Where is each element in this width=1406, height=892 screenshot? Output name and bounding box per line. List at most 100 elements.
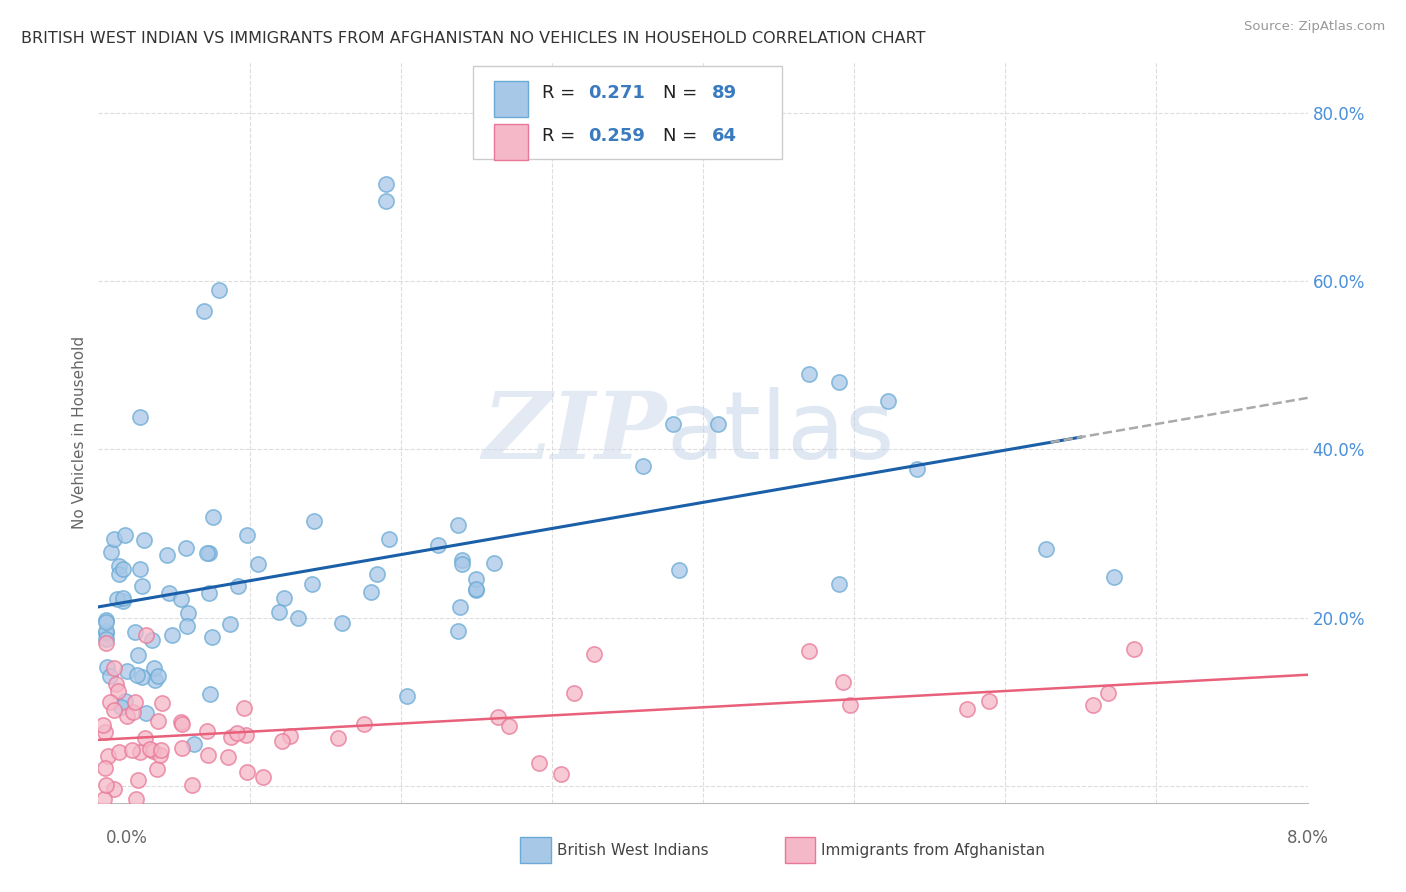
Point xyxy=(208,283,231,297)
Point xyxy=(449,599,471,614)
Point xyxy=(631,459,654,474)
Point xyxy=(450,557,472,571)
Point xyxy=(111,594,134,608)
Point xyxy=(828,375,851,389)
Point xyxy=(114,694,136,708)
Point xyxy=(112,591,135,605)
Point xyxy=(174,541,197,555)
Point xyxy=(1097,686,1119,700)
Point xyxy=(156,548,179,562)
Point xyxy=(201,510,224,524)
Point xyxy=(127,648,149,662)
FancyBboxPatch shape xyxy=(494,81,527,117)
Point xyxy=(232,700,254,714)
Text: Source: ZipAtlas.com: Source: ZipAtlas.com xyxy=(1244,20,1385,33)
Point xyxy=(142,743,165,757)
Point xyxy=(353,717,375,731)
Point xyxy=(221,731,243,745)
Text: 8.0%: 8.0% xyxy=(1286,829,1329,847)
Point xyxy=(235,765,257,780)
Point xyxy=(426,538,449,552)
Point xyxy=(127,772,149,787)
Point xyxy=(252,770,274,784)
Point xyxy=(103,661,125,675)
Point xyxy=(125,667,148,681)
Point xyxy=(200,630,222,644)
Point xyxy=(360,584,382,599)
Point xyxy=(108,745,131,759)
Point xyxy=(135,628,157,642)
FancyBboxPatch shape xyxy=(494,124,527,160)
Point xyxy=(374,194,396,209)
Point xyxy=(831,674,853,689)
Point xyxy=(157,586,180,600)
Point xyxy=(195,546,218,560)
Point xyxy=(550,767,572,781)
Point xyxy=(905,462,928,476)
Bar xyxy=(520,837,551,863)
Text: R =: R = xyxy=(543,85,581,103)
Point xyxy=(797,367,820,381)
Text: N =: N = xyxy=(664,127,703,145)
Point xyxy=(149,742,172,756)
Point xyxy=(1102,569,1125,583)
Point xyxy=(170,714,193,729)
Point xyxy=(170,592,193,607)
Point xyxy=(94,632,117,646)
Point xyxy=(108,567,131,582)
Point xyxy=(160,627,183,641)
Point xyxy=(108,559,131,574)
Point xyxy=(270,734,292,748)
Point xyxy=(366,567,388,582)
Point xyxy=(142,661,165,675)
Point xyxy=(94,613,117,627)
Point xyxy=(100,695,122,709)
Point xyxy=(278,729,301,743)
Point xyxy=(93,791,115,805)
Point xyxy=(105,592,128,607)
Point xyxy=(129,745,152,759)
Point xyxy=(93,724,115,739)
Point xyxy=(114,528,136,542)
Point xyxy=(447,518,470,533)
Point xyxy=(267,605,290,619)
Point xyxy=(143,673,166,687)
Point xyxy=(129,410,152,425)
Point xyxy=(498,719,520,733)
Point xyxy=(100,545,122,559)
Point xyxy=(94,626,117,640)
FancyBboxPatch shape xyxy=(474,66,782,159)
Point xyxy=(117,708,139,723)
Point xyxy=(176,619,198,633)
Point xyxy=(301,577,323,591)
Point xyxy=(117,664,139,678)
Point xyxy=(132,533,155,548)
Point xyxy=(1122,642,1144,657)
Point xyxy=(177,606,200,620)
Bar xyxy=(785,837,815,863)
Point xyxy=(1081,698,1104,712)
Text: Immigrants from Afghanistan: Immigrants from Afghanistan xyxy=(821,843,1045,857)
Point xyxy=(170,740,193,755)
Point xyxy=(529,756,551,770)
Point xyxy=(877,394,900,409)
Text: 0.271: 0.271 xyxy=(588,85,645,103)
Point xyxy=(198,546,221,560)
Point xyxy=(121,742,143,756)
Point xyxy=(91,718,114,732)
Point xyxy=(134,731,156,745)
Point xyxy=(124,695,146,709)
Point xyxy=(465,582,488,597)
Text: 89: 89 xyxy=(711,85,737,103)
Point xyxy=(148,714,170,728)
Point xyxy=(447,624,470,638)
Text: ZIP: ZIP xyxy=(482,388,666,477)
Point xyxy=(122,706,145,720)
Point xyxy=(218,617,240,632)
Point xyxy=(979,694,1001,708)
Text: British West Indians: British West Indians xyxy=(557,843,709,857)
Point xyxy=(103,703,125,717)
Point xyxy=(193,303,215,318)
Point xyxy=(110,699,132,714)
Point xyxy=(707,417,730,432)
